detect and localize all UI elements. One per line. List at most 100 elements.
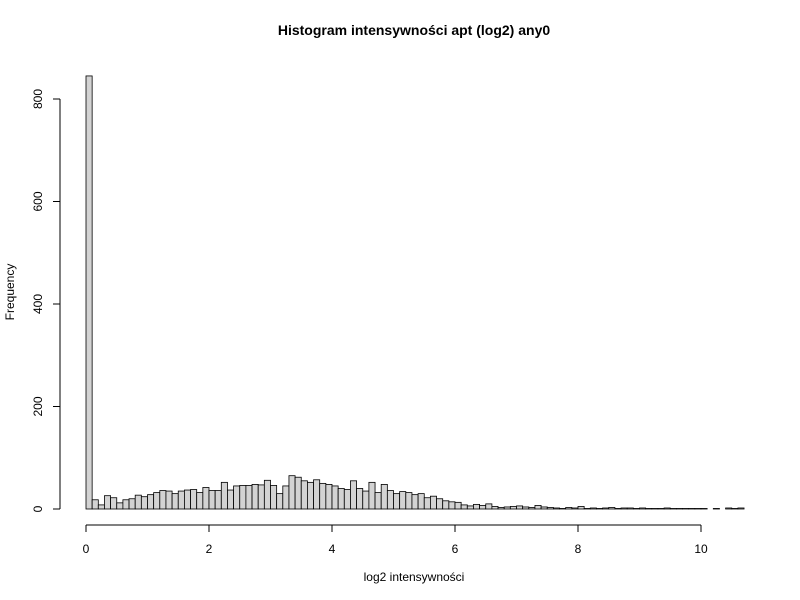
histogram-bar <box>682 508 690 510</box>
x-tick-label: 8 <box>575 542 582 556</box>
histogram-bar <box>528 507 536 510</box>
histogram-bar <box>91 499 99 510</box>
histogram-bar <box>276 493 284 510</box>
histogram-bar <box>534 505 542 510</box>
histogram-bar <box>257 484 265 510</box>
x-tick-label: 4 <box>329 542 336 556</box>
x-tick-label: 6 <box>452 542 459 556</box>
y-tick-label: 800 <box>31 89 45 109</box>
x-tick-label: 0 <box>83 542 90 556</box>
histogram-bar <box>614 508 622 510</box>
histogram-bar <box>85 75 93 510</box>
histogram-bar <box>639 507 647 510</box>
histogram-bar <box>110 497 118 510</box>
x-axis-label: log2 intensywności <box>364 570 465 584</box>
histogram-bar <box>448 501 456 510</box>
histogram-bar <box>497 507 505 510</box>
histogram-bar <box>436 498 444 510</box>
histogram-bar <box>122 499 130 510</box>
histogram-bar <box>559 508 567 510</box>
histogram-bar <box>645 508 653 510</box>
histogram-bar <box>220 481 228 510</box>
histogram-bar <box>386 490 394 510</box>
x-tick-label: 10 <box>694 542 708 556</box>
histogram-bar <box>485 503 493 510</box>
histogram-bar <box>737 507 745 510</box>
histogram-bar <box>294 476 302 510</box>
histogram-bar <box>509 506 517 510</box>
histogram-bar <box>362 490 370 510</box>
histogram-bar <box>522 506 530 510</box>
histogram-bar <box>503 506 511 510</box>
histogram-bar <box>343 489 351 510</box>
histogram-bar <box>553 507 560 510</box>
histogram-bar <box>190 489 198 510</box>
histogram-bar <box>429 495 437 510</box>
histogram-bar <box>134 494 142 510</box>
histogram-bar <box>245 485 253 510</box>
histogram-bar <box>663 507 671 510</box>
histogram-bar <box>577 506 585 510</box>
histogram-bar <box>417 493 425 510</box>
histogram-bar <box>331 485 339 510</box>
histogram-bar <box>183 489 191 510</box>
histogram-bar <box>473 503 481 510</box>
histogram-bar <box>202 487 210 510</box>
x-axis: 0 2 4 6 8 10 <box>83 524 708 556</box>
histogram-bar <box>356 488 364 510</box>
histogram-bar <box>147 494 155 510</box>
histogram-bar <box>466 505 474 510</box>
histogram-bar <box>460 504 468 510</box>
histogram-bar <box>140 496 148 510</box>
histogram-bar <box>337 488 345 510</box>
histogram-bar <box>165 490 173 510</box>
histogram-bar <box>423 497 431 510</box>
y-tick-label: 0 <box>31 505 45 512</box>
histogram-bar <box>725 507 733 510</box>
histogram-bar <box>589 507 597 510</box>
histogram-bar <box>177 490 185 510</box>
histogram-bar <box>233 485 241 510</box>
y-tick-label: 200 <box>31 396 45 416</box>
histogram-bar <box>171 493 179 510</box>
histogram-bar <box>153 492 161 510</box>
histogram-bar <box>306 481 314 510</box>
histogram-bar <box>620 507 628 510</box>
histogram-bar <box>596 508 604 510</box>
x-tick-label: 2 <box>206 542 213 556</box>
histogram-bar <box>214 490 222 510</box>
histogram-bar <box>712 508 720 510</box>
histogram-bar <box>676 508 683 510</box>
histogram-bar <box>263 479 271 510</box>
histogram-bar <box>97 504 105 510</box>
histogram-bar <box>442 500 450 510</box>
y-axis-label: Frequency <box>3 264 17 321</box>
histogram-bar <box>479 505 487 510</box>
histogram-bar <box>694 508 702 510</box>
histogram-bar <box>583 508 591 510</box>
histogram-bar <box>104 495 111 510</box>
histogram-bar <box>227 489 234 510</box>
histogram-bar <box>546 507 554 510</box>
histogram-bar <box>251 483 259 510</box>
histogram-bar <box>282 485 290 510</box>
histogram-bar <box>571 507 579 510</box>
histogram-bar <box>669 508 677 510</box>
histogram-bar <box>300 480 308 510</box>
histogram-bar <box>380 483 388 510</box>
histogram-bar <box>270 485 278 510</box>
histogram-bar <box>288 475 296 510</box>
histogram-bar <box>393 493 401 510</box>
histogram-bar <box>399 491 407 510</box>
histogram-bar <box>688 508 696 510</box>
histogram-bar <box>208 490 216 510</box>
histogram-bar <box>350 480 358 510</box>
histogram-bar <box>239 485 247 510</box>
histogram-bar <box>491 506 499 510</box>
histogram-bar <box>608 507 616 510</box>
histogram-bar <box>731 508 739 510</box>
histogram-bar <box>602 507 610 510</box>
histogram-bar <box>313 479 321 510</box>
histogram-bar <box>196 492 204 510</box>
